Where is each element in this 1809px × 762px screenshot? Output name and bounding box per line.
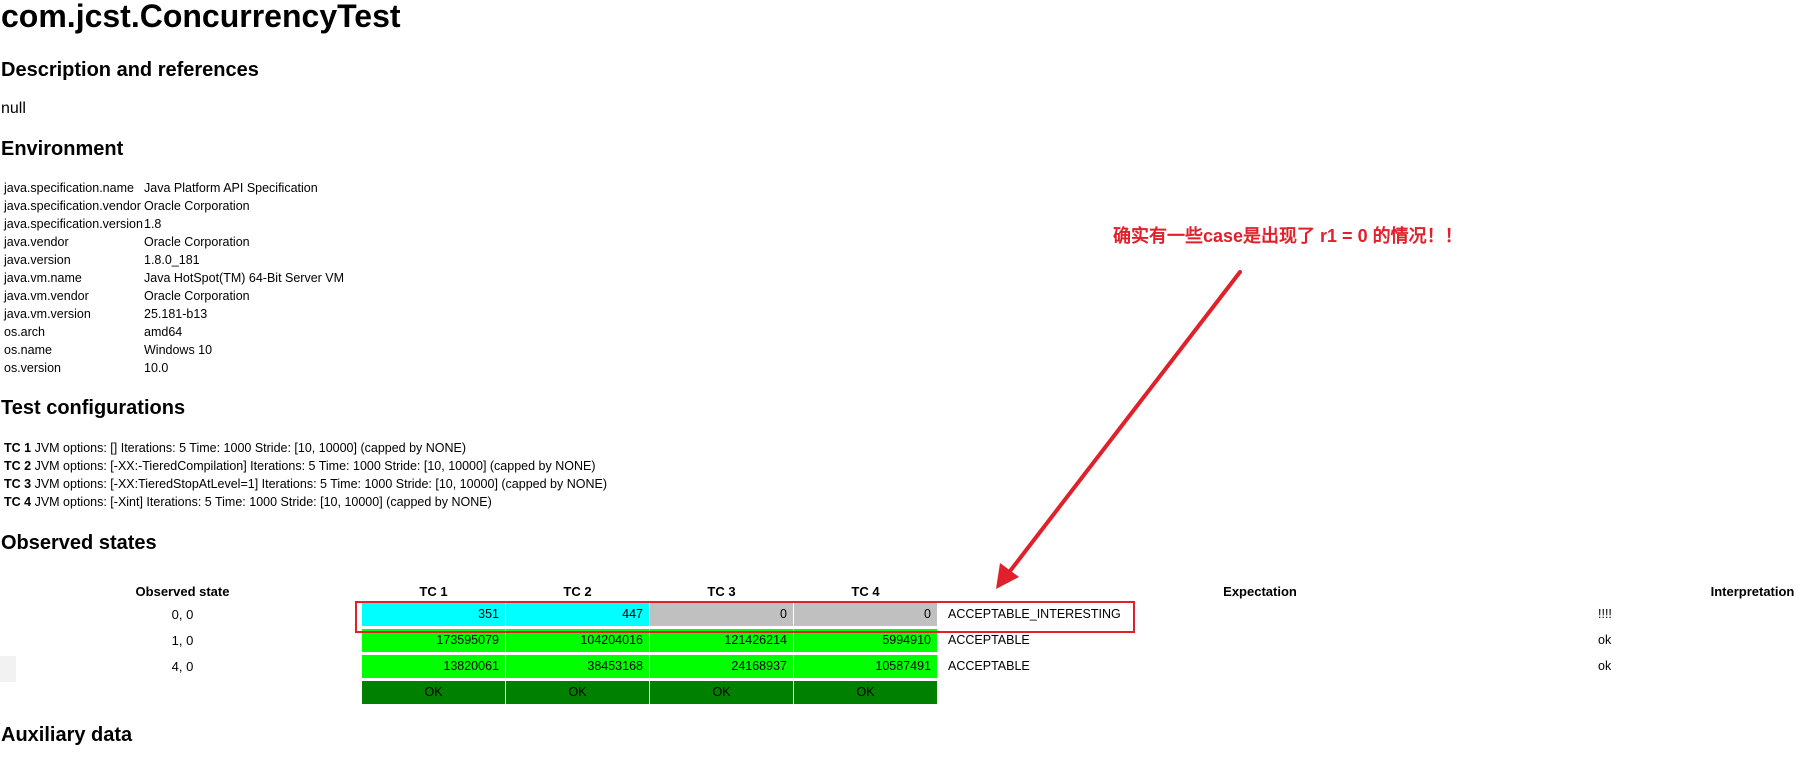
header-interpretation: Interpretation bbox=[1710, 584, 1795, 599]
description-text: null bbox=[1, 100, 26, 117]
tc-count-cell: 10587491 bbox=[794, 655, 937, 678]
tc-count-cell: 104204016 bbox=[506, 629, 649, 652]
test-config-text: JVM options: [-Xint] Iterations: 5 Time:… bbox=[34, 495, 492, 509]
header-expectation: Expectation bbox=[1223, 584, 1297, 599]
tc-count-cell: 173595079 bbox=[362, 629, 505, 652]
env-value: 1.8.0_181 bbox=[144, 253, 200, 267]
header-tc4: TC 4 bbox=[851, 584, 880, 599]
test-config-id: TC 2 bbox=[4, 459, 32, 473]
tc-count-cell: 38453168 bbox=[506, 655, 649, 678]
env-value: Windows 10 bbox=[144, 343, 213, 357]
env-key: java.specification.name bbox=[4, 181, 134, 195]
section-observed-heading: Observed states bbox=[1, 532, 157, 554]
interpretation-cell: !!!! bbox=[1598, 607, 1612, 621]
env-value: Oracle Corporation bbox=[144, 235, 250, 249]
env-key: java.vm.name bbox=[4, 271, 82, 285]
test-config-text: JVM options: [-XX:TieredStopAtLevel=1] I… bbox=[34, 477, 607, 491]
test-config-line: TC 1 JVM options: [] Iterations: 5 Time:… bbox=[4, 441, 466, 455]
observed-state-cell: 0, 0 bbox=[171, 607, 194, 622]
env-value: Java HotSpot(TM) 64-Bit Server VM bbox=[144, 271, 345, 285]
section-environment-heading: Environment bbox=[1, 138, 124, 160]
env-key: java.specification.version bbox=[4, 217, 143, 231]
env-key: java.vm.vendor bbox=[4, 289, 89, 303]
env-value: Java Platform API Specification bbox=[144, 181, 318, 195]
page-title: com.jcst.ConcurrencyTest bbox=[1, 0, 401, 34]
observed-state-cell: 4, 0 bbox=[171, 659, 194, 674]
test-config-text: JVM options: [] Iterations: 5 Time: 1000… bbox=[34, 441, 467, 455]
env-value: 1.8 bbox=[144, 217, 162, 231]
expectation-cell: ACCEPTABLE_INTERESTING bbox=[948, 607, 1121, 621]
env-value: amd64 bbox=[144, 325, 183, 339]
env-key: java.specification.vendor bbox=[4, 199, 141, 213]
env-value: 25.181-b13 bbox=[144, 307, 208, 321]
test-config-id: TC 3 bbox=[4, 477, 32, 491]
expectation-cell: ACCEPTABLE bbox=[948, 659, 1030, 673]
highlight-box bbox=[355, 601, 1135, 633]
section-description-heading: Description and references bbox=[1, 59, 259, 81]
expectation-cell: ACCEPTABLE bbox=[948, 633, 1030, 647]
env-value: Oracle Corporation bbox=[144, 199, 250, 213]
tc-count-cell: 24168937 bbox=[650, 655, 793, 678]
tc-count-cell: 447 bbox=[506, 603, 649, 626]
tc-count-cell: 5994910 bbox=[794, 629, 937, 652]
env-key: java.vm.version bbox=[4, 307, 91, 321]
tc-status-cell: OK bbox=[794, 681, 937, 704]
interpretation-cell: ok bbox=[1598, 659, 1612, 673]
header-tc2: TC 2 bbox=[563, 584, 592, 599]
tc-count-cell: 351 bbox=[362, 603, 505, 626]
tc-status-cell: OK bbox=[362, 681, 505, 704]
test-config-line: TC 3 JVM options: [-XX:TieredStopAtLevel… bbox=[4, 477, 607, 491]
tc-count-cell: 121426214 bbox=[650, 629, 793, 652]
annotation-text: 确实有一些case是出现了 r1 = 0 的情况！！ bbox=[1113, 226, 1463, 246]
env-key: os.name bbox=[4, 343, 52, 357]
tc-status-cell: OK bbox=[650, 681, 793, 704]
env-value: 10.0 bbox=[144, 361, 169, 375]
tc-count-cell: 0 bbox=[794, 603, 937, 626]
observed-state-cell: 1, 0 bbox=[171, 633, 194, 648]
test-config-text: JVM options: [-XX:-TieredCompilation] It… bbox=[34, 459, 596, 473]
tc-count-cell: 13820061 bbox=[362, 655, 505, 678]
scroll-stub bbox=[0, 656, 16, 682]
test-config-id: TC 4 bbox=[4, 495, 32, 509]
test-config-line: TC 2 JVM options: [-XX:-TieredCompilatio… bbox=[4, 459, 596, 473]
header-tc3: TC 3 bbox=[707, 584, 736, 599]
tc-count-cell: 0 bbox=[650, 603, 793, 626]
section-test-config-heading: Test configurations bbox=[1, 397, 186, 419]
header-observed-state: Observed state bbox=[135, 584, 230, 599]
section-auxiliary-heading: Auxiliary data bbox=[1, 724, 133, 746]
env-key: os.version bbox=[4, 361, 61, 375]
header-tc1: TC 1 bbox=[419, 584, 448, 599]
test-config-id: TC 1 bbox=[4, 441, 32, 455]
env-value: Oracle Corporation bbox=[144, 289, 250, 303]
env-key: java.version bbox=[4, 253, 71, 267]
test-config-line: TC 4 JVM options: [-Xint] Iterations: 5 … bbox=[4, 495, 492, 509]
interpretation-cell: ok bbox=[1598, 633, 1612, 647]
env-key: java.vendor bbox=[4, 235, 69, 249]
env-key: os.arch bbox=[4, 325, 45, 339]
tc-status-cell: OK bbox=[506, 681, 649, 704]
